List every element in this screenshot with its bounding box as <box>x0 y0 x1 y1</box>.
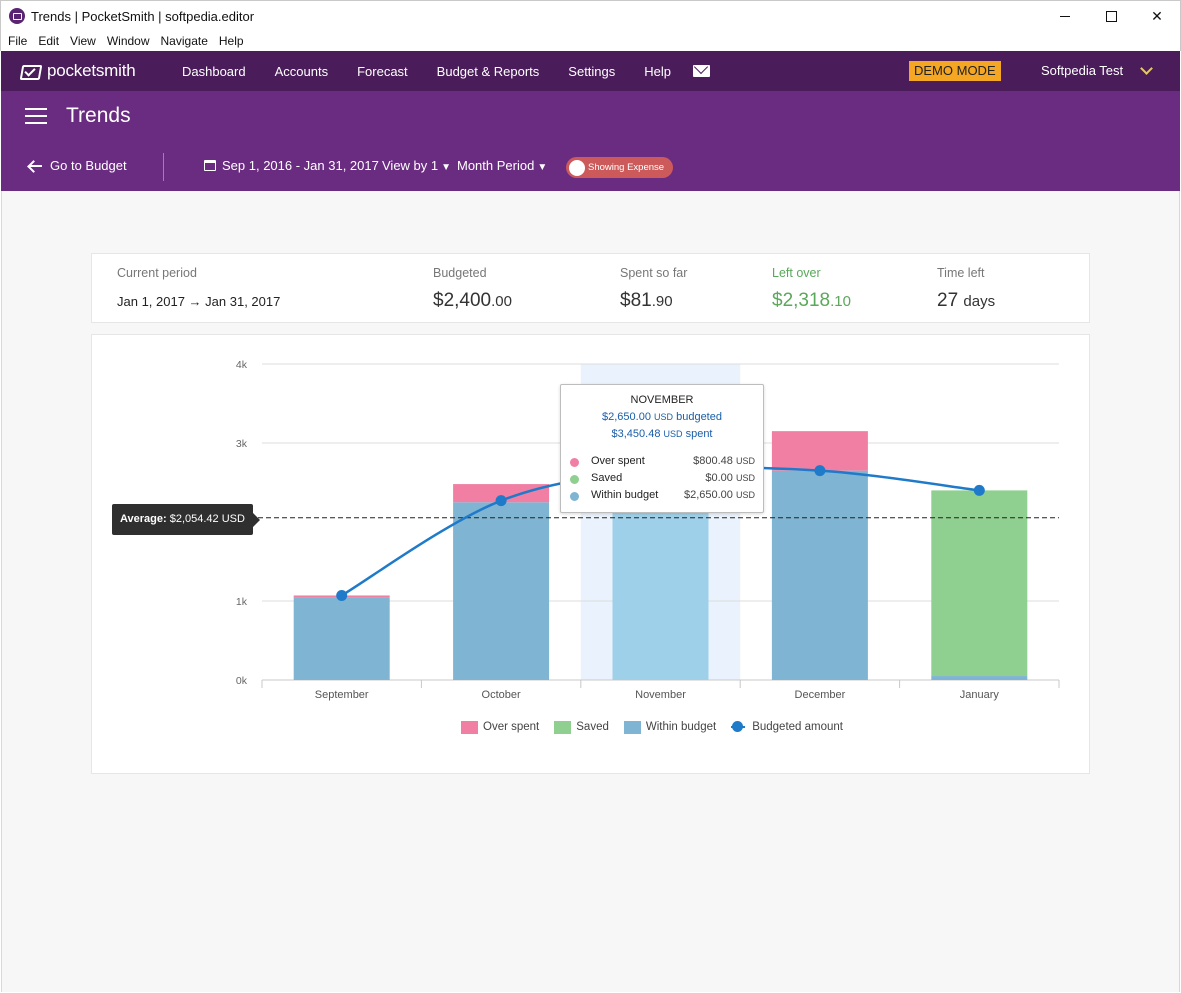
arrow-left-icon <box>28 160 42 172</box>
window-title: Trends | PocketSmith | softpedia.editor <box>31 8 255 24</box>
toggle-label: Showing Expense <box>588 162 665 173</box>
legend-swatch <box>554 720 572 734</box>
view-by-label: View by 1 <box>382 158 439 173</box>
menu-help[interactable]: Help <box>218 34 244 48</box>
period-dropdown[interactable]: Month Period ▼ <box>457 158 547 173</box>
brand-name: pocketsmith <box>47 61 136 80</box>
page-header: Trends Go to Budget Sep 1, 2016 - Jan 31… <box>1 91 1180 191</box>
nav-accounts[interactable]: Accounts <box>274 63 329 79</box>
view-by-dropdown[interactable]: View by 1 ▼ <box>382 158 451 173</box>
period-summary: Current period Jan 1, 2017 → Jan 31, 201… <box>91 253 1090 323</box>
window-controls: ✕ <box>1042 1 1180 32</box>
nav-forecast[interactable]: Forecast <box>357 63 408 79</box>
top-nav: pocketsmith Dashboard Accounts Forecast … <box>1 51 1180 91</box>
go-to-budget-label: Go to Budget <box>50 158 127 173</box>
caret-down-icon: ▼ <box>441 162 452 173</box>
period-label: Month Period <box>457 158 535 173</box>
menu-file[interactable]: File <box>8 34 28 48</box>
date-range-label: Sep 1, 2016 - Jan 31, 2017 <box>222 158 379 173</box>
tooltip-row-over-spent: Over spent $800.48 USD <box>569 455 755 471</box>
page-title: Trends <box>66 104 131 127</box>
nav-help[interactable]: Help <box>644 63 672 79</box>
time-left-label: Time left <box>937 266 985 280</box>
pocketsmith-logo-icon <box>19 62 43 80</box>
expense-toggle[interactable]: Showing Expense <box>566 157 673 178</box>
legend-budgeted-amount[interactable]: Budgeted amount <box>731 721 843 733</box>
leftover-label: Left over <box>772 266 821 280</box>
user-menu[interactable]: Softpedia Test <box>1041 63 1124 78</box>
date-range-picker[interactable]: Sep 1, 2016 - Jan 31, 2017 <box>204 158 379 173</box>
close-icon: ✕ <box>1151 8 1163 24</box>
legend-within-budget[interactable]: Within budget <box>623 720 716 734</box>
brand-logo[interactable]: pocketsmith <box>19 61 161 81</box>
nav-budget-reports[interactable]: Budget & Reports <box>436 63 540 79</box>
chevron-down-icon[interactable] <box>1140 62 1153 75</box>
menu-view[interactable]: View <box>70 34 96 48</box>
chart-legend: Over spent Saved Within budget Budgeted … <box>461 719 858 735</box>
tooltip-month: NOVEMBER <box>630 394 694 406</box>
app-icon <box>9 8 25 24</box>
go-to-budget-link[interactable]: Go to Budget <box>28 158 127 173</box>
legend-saved[interactable]: Saved <box>554 720 609 734</box>
time-left-value: 27 days <box>937 290 996 311</box>
legend-over-spent[interactable]: Over spent <box>461 720 539 734</box>
tooltip-budgeted: $2,650.00 USD budgeted <box>602 411 722 423</box>
nav-settings[interactable]: Settings <box>568 63 616 79</box>
minimize-button[interactable] <box>1042 1 1088 32</box>
close-button[interactable]: ✕ <box>1134 1 1180 32</box>
calendar-icon <box>204 160 216 171</box>
spent-value: $81.90 <box>620 290 673 311</box>
budgeted-value: $2,400.00 <box>433 290 512 311</box>
current-period-value: Jan 1, 2017 → Jan 31, 2017 <box>117 294 281 309</box>
leftover-value: $2,318.10 <box>772 290 851 311</box>
tooltip-row-saved: Saved $0.00 USD <box>569 472 755 488</box>
hamburger-menu-icon[interactable] <box>25 108 47 124</box>
menu-navigate[interactable]: Navigate <box>160 34 208 48</box>
budgeted-label: Budgeted <box>433 266 487 280</box>
legend-swatch <box>623 720 641 734</box>
window-titlebar: Trends | PocketSmith | softpedia.editor … <box>0 0 1181 31</box>
chart-tooltip: NOVEMBER $2,650.00 USD budgeted $3,450.4… <box>560 384 764 513</box>
caret-down-icon: ▼ <box>537 162 548 173</box>
legend-swatch <box>461 720 478 734</box>
menu-bar: File Edit View Window Navigate Help <box>0 31 1181 51</box>
legend-line-marker <box>731 721 746 732</box>
menu-edit[interactable]: Edit <box>38 34 60 48</box>
demo-mode-badge: DEMO MODE <box>909 61 1001 81</box>
tooltip-spent: $3,450.48 USD spent <box>611 428 713 440</box>
tooltip-row-within-budget: Within budget $2,650.00 USD <box>569 489 755 505</box>
mail-icon[interactable] <box>693 65 711 77</box>
average-label: Average: $2,054.42 USD <box>112 504 260 535</box>
nav-dashboard[interactable]: Dashboard <box>182 63 246 79</box>
spent-label: Spent so far <box>620 266 688 280</box>
menu-window[interactable]: Window <box>106 34 150 48</box>
toggle-knob <box>569 159 585 176</box>
current-period-label: Current period <box>117 266 197 280</box>
maximize-button[interactable] <box>1088 1 1134 32</box>
header-divider <box>163 153 164 181</box>
